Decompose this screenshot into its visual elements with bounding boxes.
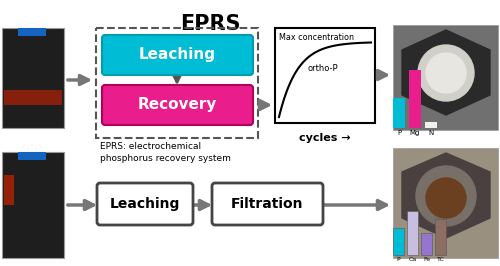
Text: Fe: Fe bbox=[423, 257, 430, 262]
Circle shape bbox=[418, 45, 474, 101]
Bar bbox=[421, 233, 432, 255]
Bar bbox=[407, 211, 418, 255]
Circle shape bbox=[426, 53, 466, 93]
Text: EPRS: electrochemical
phosphorus recovery system: EPRS: electrochemical phosphorus recover… bbox=[100, 142, 231, 163]
Text: Max concentration: Max concentration bbox=[279, 33, 354, 42]
Text: Mg: Mg bbox=[410, 130, 420, 136]
Bar bbox=[96, 28, 258, 138]
FancyBboxPatch shape bbox=[102, 85, 253, 125]
FancyBboxPatch shape bbox=[97, 183, 193, 225]
Text: Recovery: Recovery bbox=[138, 98, 216, 113]
FancyBboxPatch shape bbox=[212, 183, 323, 225]
Text: EPRS: EPRS bbox=[180, 14, 240, 34]
Circle shape bbox=[416, 166, 476, 226]
Text: Ca: Ca bbox=[408, 257, 416, 262]
Bar bbox=[2, 28, 64, 128]
Bar bbox=[425, 122, 437, 128]
Text: TC: TC bbox=[436, 257, 444, 262]
Bar bbox=[4, 175, 14, 205]
Bar bbox=[435, 219, 446, 255]
Polygon shape bbox=[402, 30, 490, 115]
Bar bbox=[18, 152, 46, 160]
Bar bbox=[393, 227, 404, 255]
Bar bbox=[393, 98, 405, 128]
Bar bbox=[275, 28, 375, 123]
Text: cycles →: cycles → bbox=[299, 133, 351, 143]
Bar bbox=[18, 28, 46, 36]
Polygon shape bbox=[402, 153, 490, 238]
Circle shape bbox=[426, 178, 466, 218]
Bar bbox=[393, 25, 498, 130]
Bar bbox=[4, 90, 62, 105]
Text: Leaching: Leaching bbox=[110, 197, 180, 211]
FancyBboxPatch shape bbox=[102, 35, 253, 75]
Text: N: N bbox=[428, 130, 434, 136]
Text: P: P bbox=[397, 130, 401, 136]
Bar bbox=[2, 152, 64, 258]
Text: Leaching: Leaching bbox=[138, 48, 216, 63]
Bar bbox=[409, 70, 421, 128]
Text: Filtration: Filtration bbox=[231, 197, 303, 211]
Bar bbox=[393, 148, 498, 258]
Text: P: P bbox=[396, 257, 400, 262]
Text: ortho-P: ortho-P bbox=[307, 64, 338, 73]
